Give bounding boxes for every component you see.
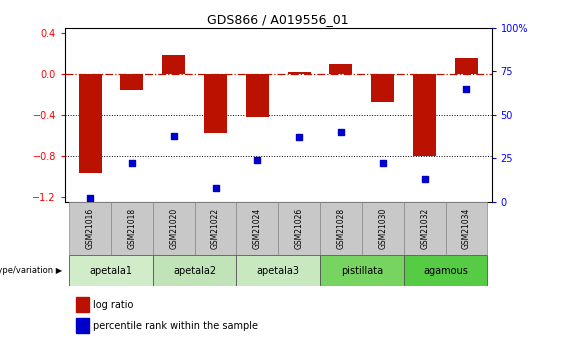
Text: GSM21016: GSM21016 bbox=[85, 208, 94, 249]
Bar bbox=[404, 202, 446, 255]
Bar bbox=[162, 55, 185, 74]
Point bbox=[169, 133, 178, 138]
Title: GDS866 / A019556_01: GDS866 / A019556_01 bbox=[207, 13, 349, 27]
Text: GSM21022: GSM21022 bbox=[211, 208, 220, 249]
Bar bbox=[111, 202, 153, 255]
Text: GSM21020: GSM21020 bbox=[169, 208, 178, 249]
Bar bbox=[194, 202, 236, 255]
Point bbox=[462, 86, 471, 91]
Text: agamous: agamous bbox=[423, 266, 468, 276]
Text: percentile rank within the sample: percentile rank within the sample bbox=[93, 321, 258, 331]
Text: apetala2: apetala2 bbox=[173, 266, 216, 276]
Bar bbox=[446, 202, 488, 255]
Text: apetala1: apetala1 bbox=[89, 266, 132, 276]
Point bbox=[85, 196, 94, 201]
Bar bbox=[236, 255, 320, 286]
Bar bbox=[371, 74, 394, 102]
Point bbox=[420, 176, 429, 182]
Bar bbox=[153, 255, 236, 286]
Bar bbox=[404, 255, 488, 286]
Point bbox=[253, 157, 262, 163]
Bar bbox=[362, 202, 404, 255]
Text: apetala3: apetala3 bbox=[257, 266, 300, 276]
Point bbox=[211, 185, 220, 191]
Point bbox=[337, 129, 346, 135]
Bar bbox=[329, 65, 353, 74]
Bar bbox=[413, 74, 436, 156]
Point bbox=[379, 161, 388, 166]
Bar bbox=[120, 74, 144, 90]
Text: pistillata: pistillata bbox=[341, 266, 383, 276]
Bar bbox=[320, 202, 362, 255]
Bar bbox=[79, 74, 102, 173]
Bar bbox=[153, 202, 194, 255]
Text: GSM21032: GSM21032 bbox=[420, 208, 429, 249]
Point bbox=[127, 161, 136, 166]
Bar bbox=[455, 58, 478, 74]
Bar bbox=[246, 74, 269, 117]
Text: GSM21028: GSM21028 bbox=[337, 208, 345, 249]
Text: GSM21026: GSM21026 bbox=[295, 208, 303, 249]
Point bbox=[295, 135, 304, 140]
Bar bbox=[76, 318, 89, 333]
Bar bbox=[236, 202, 279, 255]
Bar bbox=[279, 202, 320, 255]
Bar bbox=[76, 297, 89, 312]
Text: GSM21030: GSM21030 bbox=[379, 208, 388, 249]
Bar bbox=[288, 72, 311, 74]
Text: GSM21024: GSM21024 bbox=[253, 208, 262, 249]
Text: genotype/variation ▶: genotype/variation ▶ bbox=[0, 266, 62, 275]
Bar bbox=[69, 202, 111, 255]
Bar bbox=[320, 255, 404, 286]
Bar bbox=[204, 74, 227, 133]
Text: GSM21018: GSM21018 bbox=[127, 208, 136, 249]
Bar bbox=[69, 255, 153, 286]
Text: log ratio: log ratio bbox=[93, 300, 133, 310]
Text: GSM21034: GSM21034 bbox=[462, 208, 471, 249]
